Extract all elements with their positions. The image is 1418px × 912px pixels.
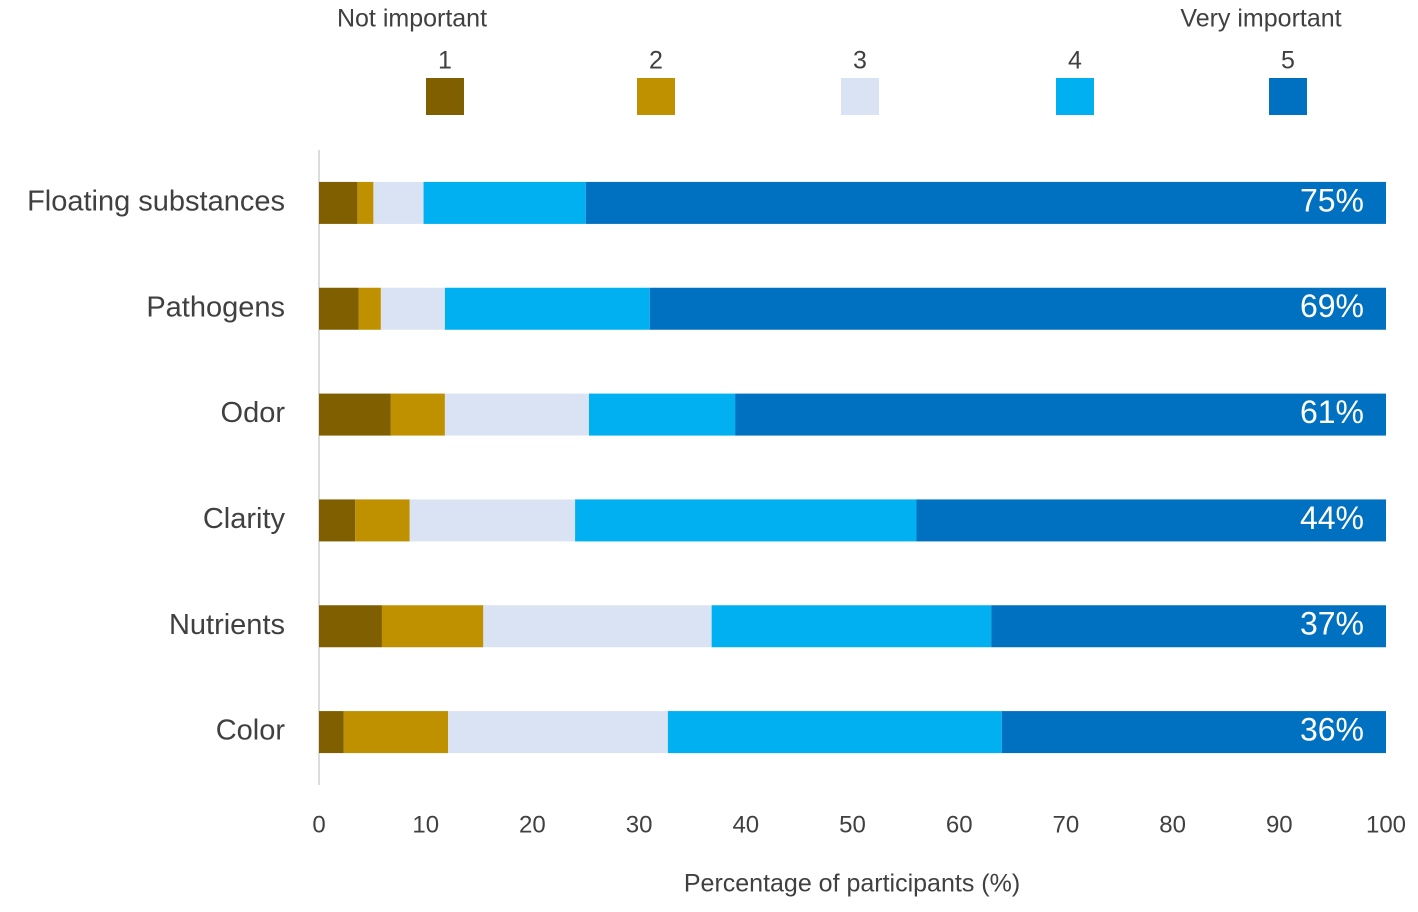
y-tick-label: Clarity — [203, 503, 286, 535]
legend-swatch — [1056, 78, 1094, 115]
bar-segment — [319, 711, 344, 754]
legend-swatch — [426, 78, 464, 115]
bar-segment — [711, 605, 992, 648]
x-tick-label: 70 — [1053, 811, 1080, 838]
bar-segment — [575, 499, 917, 542]
bar-segment — [667, 711, 1002, 754]
y-tick-label: Color — [216, 715, 286, 747]
bar-segment — [390, 393, 445, 436]
x-tick-label: 20 — [519, 811, 546, 838]
bar-segment — [358, 287, 381, 330]
bar-segment — [355, 499, 410, 542]
value-label: 36% — [1300, 712, 1364, 748]
legend-swatch — [1269, 78, 1307, 115]
bar-segment — [649, 287, 1386, 330]
x-tick-label: 40 — [732, 811, 759, 838]
legend-label: 2 — [649, 47, 663, 75]
y-tick-label: Floating substances — [27, 186, 285, 218]
x-tick-label: 100 — [1366, 811, 1406, 838]
bar-segment — [585, 181, 1386, 224]
bar-segment — [373, 181, 424, 224]
bar-segment — [448, 711, 668, 754]
bar-segment — [423, 181, 586, 224]
bar-segment — [380, 287, 445, 330]
x-tick-label: 0 — [312, 811, 325, 838]
legend-label: 1 — [438, 47, 452, 75]
x-tick-label: 30 — [626, 811, 653, 838]
bar-segment — [483, 605, 712, 648]
bar-segment — [409, 499, 576, 542]
legend-low-label: Not important — [337, 5, 487, 33]
bar-segment — [735, 393, 1386, 436]
bar-segment — [343, 711, 449, 754]
y-tick-label: Nutrients — [169, 609, 285, 641]
x-tick-label: 90 — [1266, 811, 1293, 838]
bar-segment — [319, 605, 382, 648]
x-tick-label: 50 — [839, 811, 866, 838]
bar-segment — [444, 287, 650, 330]
value-label: 69% — [1300, 288, 1364, 324]
y-tick-label: Odor — [221, 397, 286, 429]
x-tick-label: 80 — [1159, 811, 1186, 838]
bar-segment — [1001, 711, 1386, 754]
bar-segment — [916, 499, 1386, 542]
x-tick-label: 60 — [946, 811, 973, 838]
bar-segment — [991, 605, 1386, 648]
x-axis-title: Percentage of participants (%) — [684, 870, 1020, 898]
bar-segment — [319, 287, 359, 330]
legend-label: 5 — [1281, 47, 1295, 75]
bar-segment — [357, 181, 374, 224]
value-label: 75% — [1300, 182, 1364, 218]
legend-swatch — [841, 78, 879, 115]
value-label: 37% — [1300, 606, 1364, 642]
legend-high-label: Very important — [1180, 5, 1341, 33]
value-label: 44% — [1300, 500, 1364, 536]
legend-label: 4 — [1068, 47, 1082, 75]
bar-segment — [319, 393, 391, 436]
y-tick-label: Pathogens — [146, 291, 285, 323]
bar-segment — [588, 393, 736, 436]
value-label: 61% — [1300, 394, 1364, 430]
bar-segment — [319, 499, 356, 542]
bar-segment — [444, 393, 589, 436]
legend-label: 3 — [853, 47, 867, 75]
x-tick-label: 10 — [412, 811, 439, 838]
bar-segment — [319, 181, 358, 224]
legend-swatch — [637, 78, 675, 115]
bar-segment — [381, 605, 484, 648]
